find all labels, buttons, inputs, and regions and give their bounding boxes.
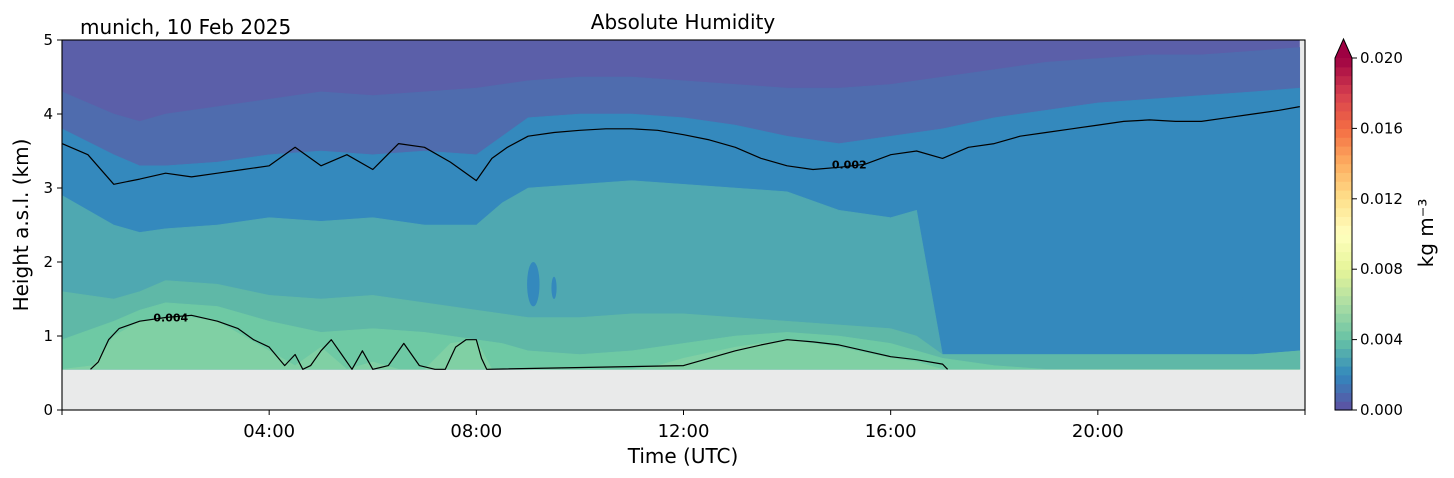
x-axis-label: Time (UTC) <box>627 444 739 468</box>
colorbar-segment <box>1335 66 1352 77</box>
humidity-blob-3 <box>1242 287 1264 311</box>
colorbar: 0.000 0.004 0.008 0.012 0.016 0.020 <box>1334 37 1403 419</box>
colorbar-segment <box>1335 401 1352 411</box>
x-axis-ticks: 04:00 08:00 12:00 16:00 20:00 <box>61 410 1306 442</box>
colorbar-segment <box>1335 269 1352 279</box>
y-tick-label: 3 <box>43 179 53 197</box>
y-axis-ticks: 0 1 2 3 4 5 <box>43 31 62 419</box>
y-tick-label: 4 <box>43 105 53 123</box>
y-axis-label: Height a.s.l. (km) <box>9 139 33 312</box>
x-tick-label: 04:00 <box>243 421 295 442</box>
colorbar-segment <box>1335 392 1352 402</box>
colorbar-segment <box>1335 383 1352 393</box>
colorbar-segment <box>1335 84 1352 94</box>
colorbar-segment <box>1335 102 1352 112</box>
contour-lines <box>62 106 1300 370</box>
colorbar-segment <box>1335 286 1352 297</box>
location-date-label: munich, 10 Feb 2025 <box>80 15 291 39</box>
humidity-field <box>62 40 1301 370</box>
colorbar-segment <box>1335 339 1352 349</box>
y-tick-label: 0 <box>43 401 53 419</box>
colorbar-segment <box>1335 374 1352 385</box>
colorbar-segment <box>1335 198 1352 209</box>
y-tick-label: 1 <box>43 327 53 345</box>
contour-label-0.002: 0.002 <box>832 158 867 171</box>
chart-title: Absolute Humidity <box>591 10 776 34</box>
colorbar-segment <box>1335 330 1352 341</box>
colorbar-segment <box>1335 225 1352 235</box>
colorbar-tick-label: 0.012 <box>1360 190 1403 208</box>
colorbar-segment <box>1335 93 1352 103</box>
colorbar-tick-label: 0.016 <box>1360 119 1403 137</box>
humidity-blob-2 <box>551 276 557 299</box>
colorbar-segment <box>1335 295 1352 305</box>
contour-label-0.004: 0.004 <box>153 312 188 325</box>
colorbar-segment <box>1335 181 1352 191</box>
colorbar-segment <box>1335 119 1352 129</box>
colorbar-segment <box>1335 172 1352 182</box>
x-tick-label: 08:00 <box>450 421 502 442</box>
colorbar-segment <box>1335 348 1352 358</box>
y-tick-label: 5 <box>43 31 53 49</box>
contour-line-0.004 <box>90 314 949 370</box>
colorbar-segment <box>1335 207 1352 217</box>
contour-line-0.002 <box>62 106 1300 185</box>
colorbar-segment <box>1335 304 1352 314</box>
colorbar-segment <box>1335 278 1352 288</box>
colorbar-frame <box>1334 37 1353 411</box>
colorbar-segment <box>1335 163 1352 173</box>
colorbar-segment <box>1335 313 1352 323</box>
colorbar-segment <box>1335 128 1352 138</box>
colorbar-segment <box>1335 251 1352 261</box>
colorbar-segment <box>1335 137 1352 147</box>
colorbar-segment <box>1335 216 1352 226</box>
x-tick-label: 20:00 <box>1072 421 1124 442</box>
x-tick-label: 12:00 <box>658 421 710 442</box>
colorbar-segment <box>1335 357 1352 367</box>
x-tick-label: 16:00 <box>865 421 917 442</box>
colorbar-segment <box>1335 322 1352 332</box>
contour-labels: 0.002 0.004 <box>153 158 866 324</box>
colorbar-tick-label: 0.000 <box>1360 401 1403 419</box>
colorbar-segment <box>1335 58 1352 68</box>
colorbar-extend-arrow <box>1335 39 1352 58</box>
colorbar-tick-label: 0.020 <box>1360 49 1403 67</box>
colorbar-label: kg m⁻³ <box>1414 199 1438 268</box>
colorbar-segment <box>1335 234 1352 244</box>
colorbar-segment <box>1335 154 1352 165</box>
colorbar-segment <box>1335 260 1352 270</box>
y-tick-label: 2 <box>43 253 53 271</box>
colorbar-tick-label: 0.008 <box>1360 260 1403 278</box>
colorbar-segment <box>1335 146 1352 156</box>
colorbar-tick-label: 0.004 <box>1360 331 1403 349</box>
colorbar-segment <box>1335 242 1352 253</box>
colorbar-segment <box>1335 75 1352 85</box>
colorbar-segment <box>1335 190 1352 200</box>
colorbar-segment <box>1335 110 1352 121</box>
humidity-blob-1 <box>527 262 540 307</box>
colorbar-segment <box>1335 366 1352 376</box>
